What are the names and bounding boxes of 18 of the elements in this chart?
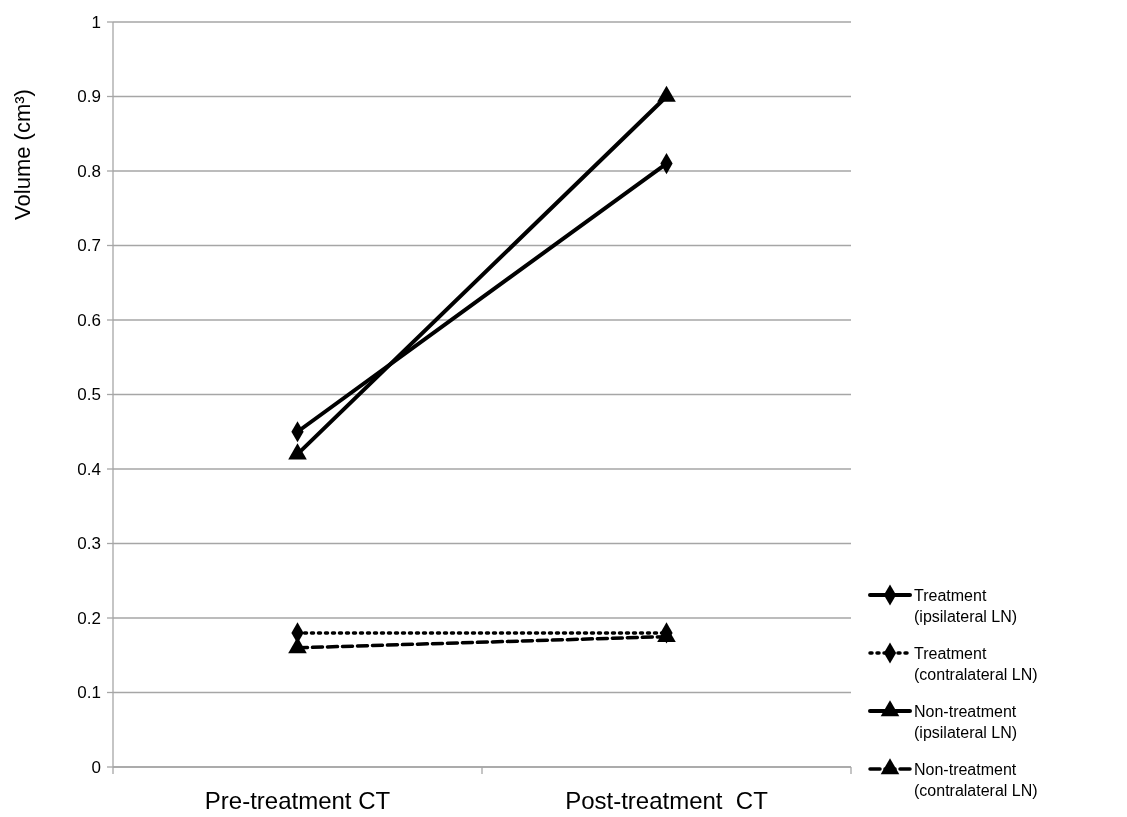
y-tick-label: 0.5	[77, 385, 101, 405]
y-tick-label: 0.6	[77, 310, 101, 330]
legend-label: Non-treatment (contralateral LN)	[914, 760, 1038, 800]
y-tick-label: 0.1	[77, 683, 101, 703]
x-tick-label: Pre-treatment CT	[204, 787, 391, 814]
y-tick-label: 0.7	[77, 236, 101, 256]
y-tick-label: 0.4	[77, 459, 101, 479]
legend-label: Treatment (ipsilateral LN)	[914, 586, 1018, 626]
y-axis-title: Volume (cm³)	[10, 89, 35, 220]
legend-label: Treatment (contralateral LN)	[914, 644, 1038, 684]
legend-label: Non-treatment (ipsilateral LN)	[914, 702, 1018, 742]
y-tick-label: 0.2	[77, 608, 101, 628]
y-tick-label: 0.8	[77, 161, 101, 181]
y-tick-label: 0.3	[77, 534, 101, 554]
y-tick-label: 0	[91, 757, 101, 777]
y-tick-label: 1	[91, 12, 101, 32]
x-tick-label: Post-treatment CT	[565, 787, 769, 814]
y-tick-label: 0.9	[77, 87, 101, 107]
